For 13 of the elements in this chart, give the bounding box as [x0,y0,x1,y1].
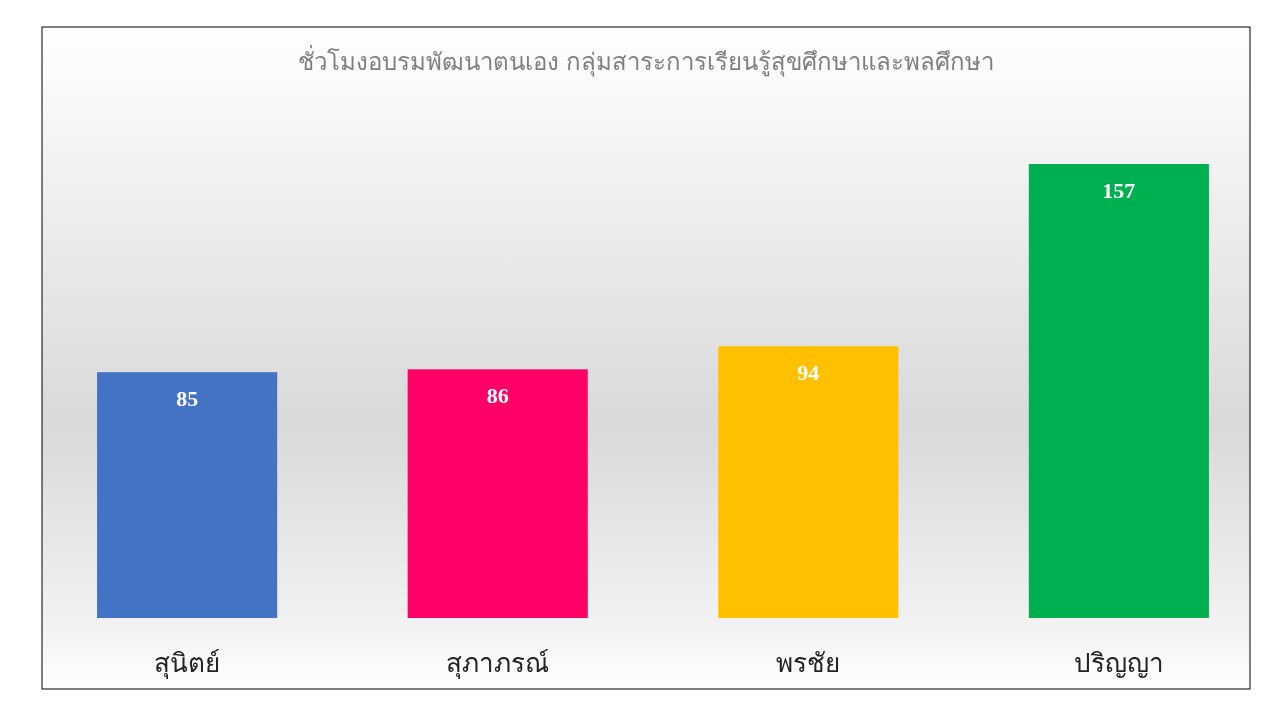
data-label: 157 [1102,178,1136,203]
chart-title: ชั่วโมงอบรมพัฒนาตนเอง กลุ่มสาระการเรียนรู้สุขศึกษาและพลศึกษา [297,45,995,77]
data-label: 94 [797,360,820,386]
bar [1028,164,1209,618]
data-label: 85 [176,386,199,412]
x-tick-label: พรชัย [776,648,841,678]
bar [97,372,278,618]
x-tick-label: สุนิตย์ [154,648,221,679]
x-tick-label: ปริญญา [1073,648,1164,678]
bar [718,346,899,618]
x-tick-label: สุภาภรณ์ [446,648,550,679]
bar [407,369,588,618]
data-label: 86 [486,383,509,409]
